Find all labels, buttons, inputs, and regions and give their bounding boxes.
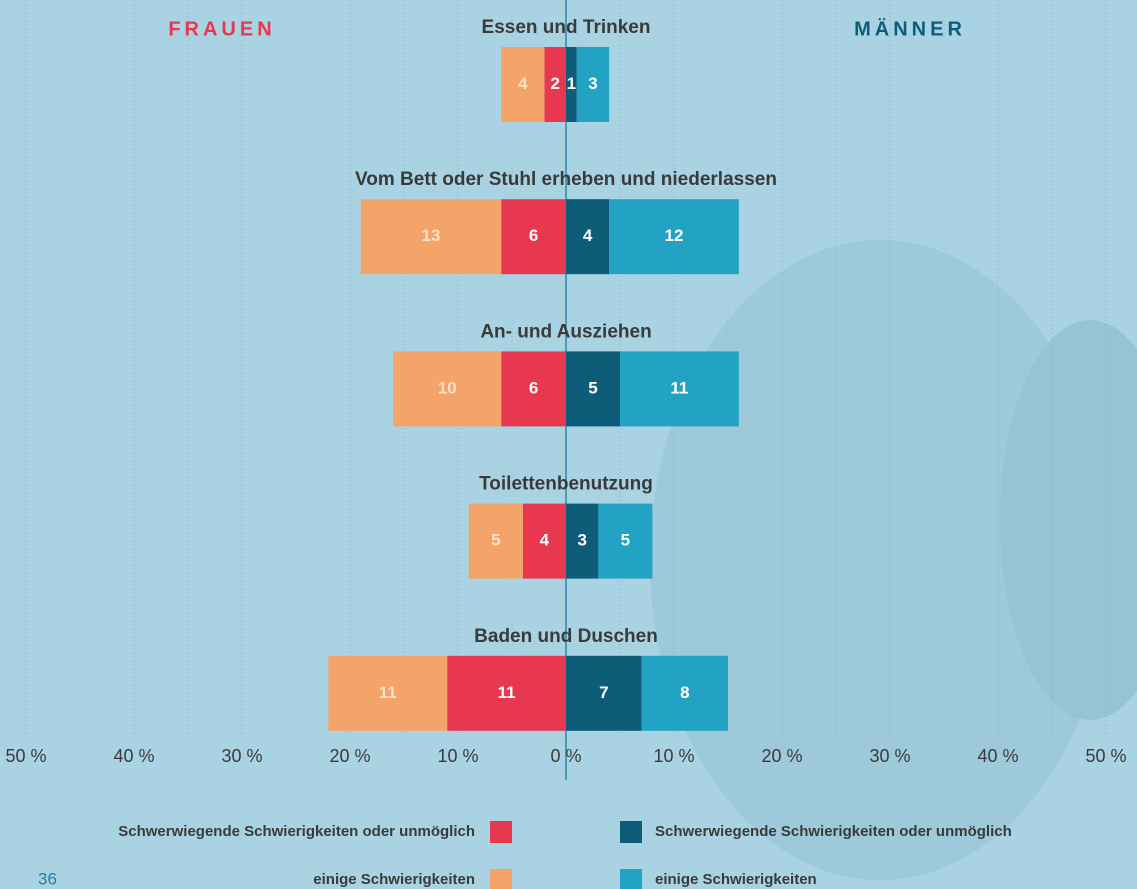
x-tick-label: 50 % (5, 746, 46, 766)
value-label: 10 (438, 378, 457, 397)
legend-label: einige Schwierigkeiten (313, 871, 475, 888)
value-label: 8 (680, 683, 689, 702)
x-tick-label: 10 % (653, 746, 694, 766)
legend-swatch (620, 869, 642, 889)
value-label: 3 (577, 531, 586, 550)
group-header: MÄNNER (854, 17, 966, 40)
x-tick-label: 30 % (869, 746, 910, 766)
category-label: An- und Ausziehen (480, 321, 651, 342)
value-label: 1 (567, 74, 576, 93)
x-tick-label: 20 % (329, 746, 370, 766)
x-tick-label: 0 % (550, 746, 581, 766)
x-tick-label: 10 % (437, 746, 478, 766)
x-tick-label: 30 % (221, 746, 262, 766)
group-header: FRAUEN (168, 18, 275, 40)
page-number: 36 (38, 869, 57, 888)
value-label: 4 (583, 226, 593, 245)
x-tick-label: 50 % (1085, 746, 1126, 766)
category-label: Essen und Trinken (482, 17, 651, 38)
value-label: 6 (529, 226, 538, 245)
category-label: Toilettenbenutzung (479, 474, 653, 495)
legend-label: Schwerwiegende Schwierigkeiten oder unmö… (118, 823, 475, 840)
value-label: 11 (379, 683, 397, 702)
legend-label: einige Schwierigkeiten (655, 871, 817, 888)
x-tick-label: 40 % (113, 746, 154, 766)
value-label: 2 (550, 74, 559, 93)
chart: 36 50 %40 %30 %20 %10 %0 %10 %20 %30 %40… (0, 0, 1137, 889)
legend-label: Schwerwiegende Schwierigkeiten oder unmö… (655, 823, 1012, 840)
value-label: 5 (491, 531, 500, 550)
value-label: 5 (621, 531, 630, 550)
value-label: 6 (529, 378, 538, 397)
value-label: 12 (665, 226, 684, 245)
value-label: 4 (518, 74, 528, 93)
legend-swatch (620, 821, 642, 843)
category-label: Vom Bett oder Stuhl erheben und niederla… (355, 169, 777, 190)
value-label: 3 (588, 74, 597, 93)
value-label: 11 (498, 683, 516, 702)
x-tick-label: 20 % (761, 746, 802, 766)
legend-swatch (490, 821, 512, 843)
value-label: 5 (588, 378, 597, 397)
category-label: Baden und Duschen (474, 626, 658, 647)
legend-swatch (490, 869, 512, 889)
x-tick-label: 40 % (977, 746, 1018, 766)
page: 36 50 %40 %30 %20 %10 %0 %10 %20 %30 %40… (0, 0, 1137, 889)
value-label: 7 (599, 683, 608, 702)
value-label: 13 (422, 226, 441, 245)
value-label: 4 (540, 531, 550, 550)
value-label: 11 (670, 378, 688, 397)
